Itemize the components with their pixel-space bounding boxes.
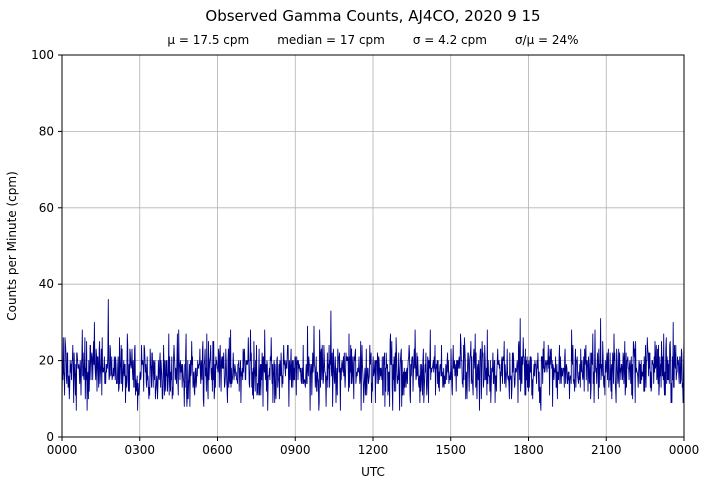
x-tick-label: 2100	[591, 443, 622, 457]
y-tick-label: 20	[39, 354, 54, 368]
y-tick-label: 60	[39, 201, 54, 215]
y-tick-label: 0	[46, 430, 54, 444]
x-tick-label: 0000	[669, 443, 700, 457]
y-axis-label: Counts per Minute (cpm)	[5, 171, 19, 321]
y-tick-label: 40	[39, 277, 54, 291]
ticklabel-layer: 0 20 40 60 80 100 0000 0300 0600 0900 1200 1500 1800…	[31, 48, 699, 457]
stat-sigma: σ = 4.2 cpm	[412, 33, 487, 47]
y-tick-label: 100	[31, 48, 54, 62]
x-tick-label: 0000	[47, 443, 78, 457]
x-tick-label: 1200	[358, 443, 389, 457]
y-tick-label: 80	[39, 124, 54, 138]
x-tick-label: 0600	[202, 443, 233, 457]
chart-title: Observed Gamma Counts, AJ4CO, 2020 9 15	[205, 7, 541, 25]
chart-subtitle-stats: μ = 17.5 cpm median = 17 cpm σ = 4.2 cpm…	[62, 33, 684, 47]
x-axis-label: UTC	[361, 465, 385, 479]
tick-layer	[58, 54, 685, 441]
data-series-line	[61, 299, 685, 411]
series-layer	[61, 299, 685, 411]
stat-median: median = 17 cpm	[277, 33, 385, 47]
stat-mean: μ = 17.5 cpm	[167, 33, 250, 47]
x-tick-label: 1500	[435, 443, 466, 457]
x-tick-label: 1800	[513, 443, 544, 457]
stat-sigma-over-mean: σ/μ = 24%	[514, 33, 579, 47]
x-tick-label: 0300	[124, 443, 155, 457]
x-tick-label: 0900	[280, 443, 311, 457]
